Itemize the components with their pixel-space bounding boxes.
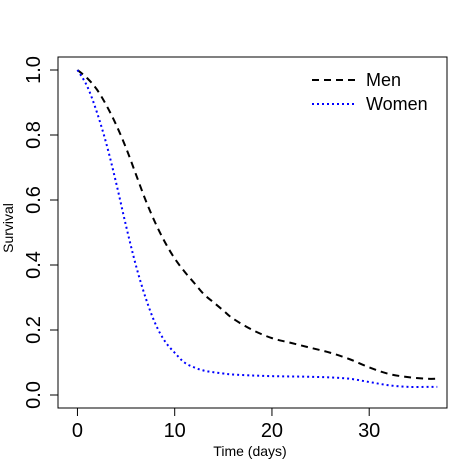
series-layer <box>76 69 438 388</box>
series-line-women <box>76 69 438 388</box>
y-tick-label: 0.6 <box>23 186 45 214</box>
legend: Men Women <box>312 70 428 114</box>
y-tick-label: 0.4 <box>23 251 45 279</box>
y-tick-label: 1.0 <box>23 56 45 84</box>
x-tick-label: 30 <box>358 420 380 442</box>
y-axis: 0.0 0.2 0.4 0.6 0.8 1.0 <box>23 56 59 409</box>
x-tick-label: 10 <box>164 420 186 442</box>
y-tick-label: 0.2 <box>23 316 45 344</box>
y-tick-label: 0.0 <box>23 381 45 409</box>
x-axis: 0 10 20 30 <box>72 407 380 442</box>
x-tick-label: 0 <box>72 420 83 442</box>
x-axis-title: Time (days) <box>213 443 286 459</box>
y-tick-label: 0.8 <box>23 121 45 149</box>
x-tick-label: 20 <box>261 420 283 442</box>
legend-label-men: Men <box>366 70 401 90</box>
legend-label-women: Women <box>366 94 428 114</box>
series-line-men <box>76 69 438 380</box>
y-axis-title: Survival <box>0 203 16 253</box>
